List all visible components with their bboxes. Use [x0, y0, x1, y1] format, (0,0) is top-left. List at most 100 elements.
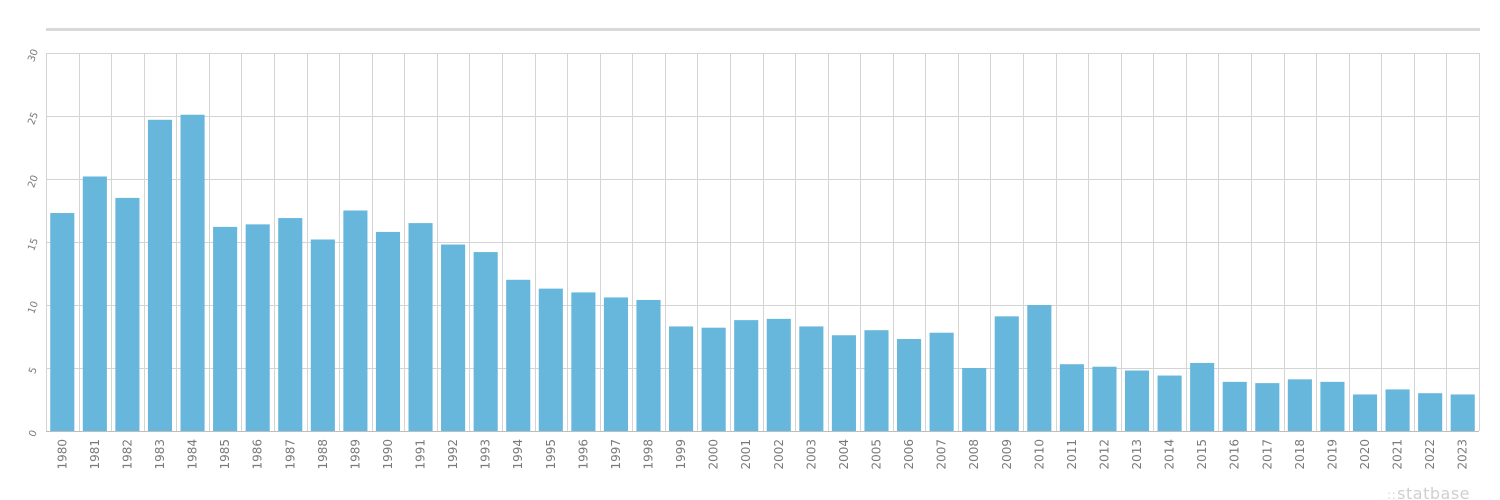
x-tick-label: 1985: [218, 439, 232, 470]
bar-1983: [147, 119, 173, 431]
brand-name: statbase: [1397, 484, 1470, 500]
bar-1995: [538, 288, 563, 431]
bar-1985: [213, 226, 238, 431]
bar-1994: [506, 279, 531, 431]
bar-1996: [571, 292, 596, 431]
x-tick-label: 2005: [869, 439, 883, 470]
bar-1993: [473, 252, 498, 431]
x-tick-label: 2013: [1130, 439, 1144, 470]
bar-1998: [636, 299, 661, 431]
bar-2019: [1320, 381, 1345, 431]
x-tick-label: 1988: [316, 439, 330, 470]
x-tick-label: 2022: [1423, 439, 1437, 470]
bar-1989: [343, 210, 368, 431]
x-tick-label: 1982: [120, 439, 134, 470]
x-tick-label: 1989: [348, 439, 362, 470]
bar-2012: [1092, 366, 1117, 431]
bar-1990: [375, 231, 401, 431]
x-tick-label: 2019: [1325, 439, 1339, 470]
x-tick-label: 2004: [837, 439, 851, 470]
y-tick-label: 5: [27, 366, 40, 376]
x-tick-label: 1987: [283, 439, 297, 470]
x-tick-label: 2000: [707, 439, 721, 470]
x-tick-label: 1993: [479, 439, 493, 470]
bar-2021: [1385, 389, 1410, 431]
chart-top-rule: [46, 28, 1480, 31]
bar-2001: [734, 320, 759, 431]
x-tick-label: 2020: [1358, 439, 1372, 470]
bar-2009: [994, 316, 1019, 431]
x-tick-label: 2008: [967, 439, 981, 470]
x-tick-label: 1983: [153, 439, 167, 470]
y-tick-label: 10: [26, 300, 41, 316]
bar-1987: [278, 218, 303, 431]
bar-1999: [669, 326, 694, 431]
bar-2008: [962, 368, 987, 431]
x-tick-label: 1995: [544, 439, 558, 470]
bar-2023: [1450, 394, 1475, 431]
bar-2015: [1190, 362, 1215, 431]
bar-2017: [1255, 383, 1280, 431]
x-tick-label: 1981: [88, 439, 102, 470]
statbase-logo: ::statbase: [1387, 486, 1470, 500]
x-tick-label: 1991: [414, 439, 428, 470]
y-tick-label: 15: [26, 237, 41, 253]
x-tick-label: 2017: [1260, 439, 1274, 470]
x-tick-label: 2016: [1228, 439, 1242, 470]
x-tick-label: 2009: [1000, 439, 1014, 470]
bar-1982: [115, 197, 140, 431]
x-tick-label: 2023: [1456, 439, 1470, 470]
bar-1988: [310, 239, 335, 431]
bar-2018: [1287, 379, 1312, 431]
bar-2013: [1124, 370, 1150, 431]
brand-dots-icon: ::: [1387, 488, 1397, 500]
x-tick-label: 1980: [55, 439, 69, 470]
y-tick-label: 30: [26, 48, 41, 64]
bar-2000: [701, 327, 726, 431]
bar-1997: [603, 297, 628, 431]
x-tick-label: 1992: [446, 439, 460, 470]
x-tick-label: 1996: [576, 439, 590, 470]
bar-2016: [1222, 381, 1247, 431]
x-tick-label: 2010: [1032, 439, 1046, 470]
x-tick-label: 1999: [674, 439, 688, 470]
x-tick-label: 1998: [642, 439, 656, 470]
bar-2004: [831, 335, 856, 431]
bar-1991: [408, 223, 433, 431]
x-tick-label: 2011: [1065, 439, 1079, 470]
x-tick-label: 2014: [1163, 439, 1177, 470]
bar-2014: [1157, 375, 1182, 431]
x-tick-label: 2003: [804, 439, 818, 470]
x-tick-label: 2006: [902, 439, 916, 470]
x-tick-label: 2018: [1293, 439, 1307, 470]
y-tick-label: 25: [26, 111, 41, 127]
y-tick-label: 20: [26, 174, 41, 190]
x-tick-label: 2012: [1097, 439, 1111, 470]
bar-1984: [180, 114, 205, 432]
bar-2010: [1027, 305, 1052, 431]
bar-2011: [1059, 364, 1084, 431]
x-tick-label: 2001: [739, 439, 753, 470]
bar-2002: [766, 318, 791, 431]
x-tick-label: 1986: [251, 439, 265, 470]
bar-1992: [441, 244, 466, 431]
x-tick-label: 2007: [935, 439, 949, 470]
y-tick-label: 0: [27, 429, 40, 439]
bar-2005: [864, 330, 889, 431]
x-tick-label: 2002: [772, 439, 786, 470]
x-tick-label: 1994: [511, 439, 525, 470]
bar-1980: [50, 213, 75, 431]
x-tick-label: 2015: [1195, 439, 1209, 470]
x-tick-label: 1997: [609, 439, 623, 470]
x-tick-label: 2021: [1391, 439, 1405, 470]
bar-2003: [799, 326, 824, 431]
bar-2022: [1418, 393, 1443, 431]
bar-1981: [82, 176, 107, 431]
bar-2020: [1352, 394, 1378, 431]
bar-2007: [929, 332, 954, 431]
x-tick-label: 1984: [186, 439, 200, 470]
bar-2006: [897, 339, 922, 431]
x-tick-label: 1990: [381, 439, 395, 470]
